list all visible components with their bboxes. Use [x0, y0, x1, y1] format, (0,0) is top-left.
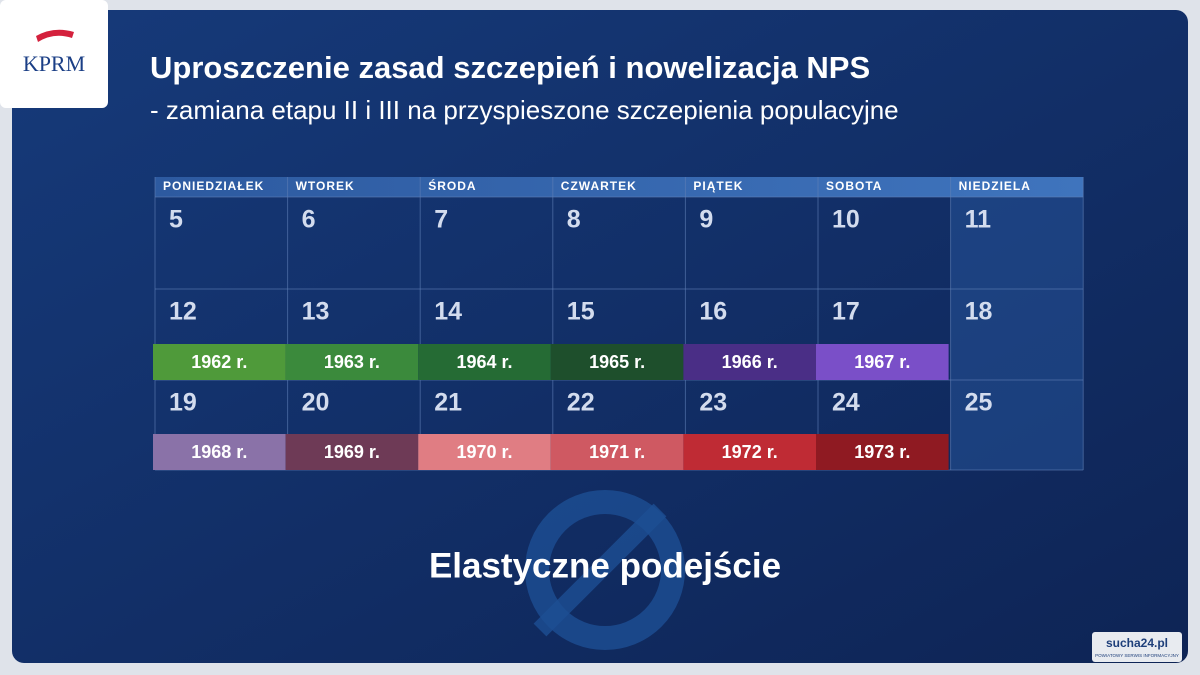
- weekday-label: PONIEDZIAŁEK: [163, 179, 264, 193]
- header-row: [155, 177, 1084, 197]
- year-bar: [285, 344, 419, 380]
- year-bar: [285, 434, 419, 470]
- day-number: 16: [699, 298, 727, 326]
- year-label: 1966 r.: [722, 352, 778, 372]
- day-number: 9: [699, 206, 713, 234]
- weekday-label: CZWARTEK: [561, 179, 637, 193]
- weekday-label: ŚRODA: [428, 178, 476, 193]
- day-number: 18: [965, 298, 993, 326]
- year-bar: [816, 344, 949, 380]
- watermark: sucha24.pl: [1106, 636, 1168, 650]
- calendar: PONIEDZIAŁEK WTOREK ŚRODA CZWARTEK PIĄTEK SOB…: [153, 177, 1084, 471]
- day-number: 21: [434, 389, 462, 417]
- year-bar: [816, 434, 949, 470]
- day-number: 20: [302, 389, 330, 417]
- day-number: 23: [699, 389, 727, 417]
- year-label: 1962 r.: [191, 352, 247, 372]
- year-label: 1973 r.: [854, 442, 910, 462]
- logo-box: [0, 0, 108, 108]
- year-bar: [153, 434, 286, 470]
- logo-text: KPRM: [23, 51, 85, 76]
- watermark-tagline: POWIATOWY SERWIS INFORMACYJNY: [1095, 653, 1179, 658]
- watermark-box: [1092, 632, 1182, 662]
- year-label: 1967 r.: [854, 352, 910, 372]
- year-bar: [418, 434, 551, 470]
- year-bar: [153, 344, 286, 380]
- year-bar: [683, 344, 816, 380]
- year-bar: [683, 434, 816, 470]
- subtitle: - zamiana etapu II i III na przyspieszon…: [150, 95, 899, 125]
- day-number: 17: [832, 298, 860, 326]
- year-label: 1964 r.: [456, 352, 512, 372]
- year-label: 1969 r.: [324, 442, 380, 462]
- weekday-label: SOBOTA: [826, 179, 882, 193]
- year-label: 1965 r.: [589, 352, 645, 372]
- day-number: 14: [434, 298, 462, 326]
- day-number: 6: [302, 206, 316, 234]
- year-label: 1971 r.: [589, 442, 645, 462]
- weekday-label: WTOREK: [296, 179, 355, 193]
- sunday-column: [950, 197, 1084, 470]
- day-number: 19: [169, 389, 197, 417]
- day-number: 13: [302, 298, 330, 326]
- syringe-icon: [533, 503, 667, 637]
- year-bar: [550, 344, 684, 380]
- day-number: 25: [965, 389, 993, 417]
- weekday-label: PIĄTEK: [693, 179, 743, 193]
- year-label: 1968 r.: [191, 442, 247, 462]
- panel: [12, 10, 1188, 663]
- day-number: 15: [567, 298, 595, 326]
- day-number: 5: [169, 206, 183, 234]
- day-number: 12: [169, 298, 197, 326]
- weekday-label: NIEDZIELA: [959, 179, 1031, 193]
- year-label: 1972 r.: [722, 442, 778, 462]
- day-number: 10: [832, 206, 860, 234]
- day-number: 7: [434, 206, 448, 234]
- day-number: 8: [567, 206, 581, 234]
- year-bar: [418, 344, 551, 380]
- footer-text: Elastyczne podejście: [429, 546, 781, 585]
- day-number: 11: [965, 206, 992, 234]
- logo-flag: [36, 29, 74, 42]
- year-bar: [550, 434, 684, 470]
- syringe-icon: [525, 490, 685, 650]
- year-label: 1963 r.: [324, 352, 380, 372]
- year-label: 1970 r.: [456, 442, 512, 462]
- day-number: 24: [832, 389, 860, 417]
- day-number: 22: [567, 389, 595, 417]
- title: Uproszczenie zasad szczepień i nowelizac…: [150, 50, 870, 85]
